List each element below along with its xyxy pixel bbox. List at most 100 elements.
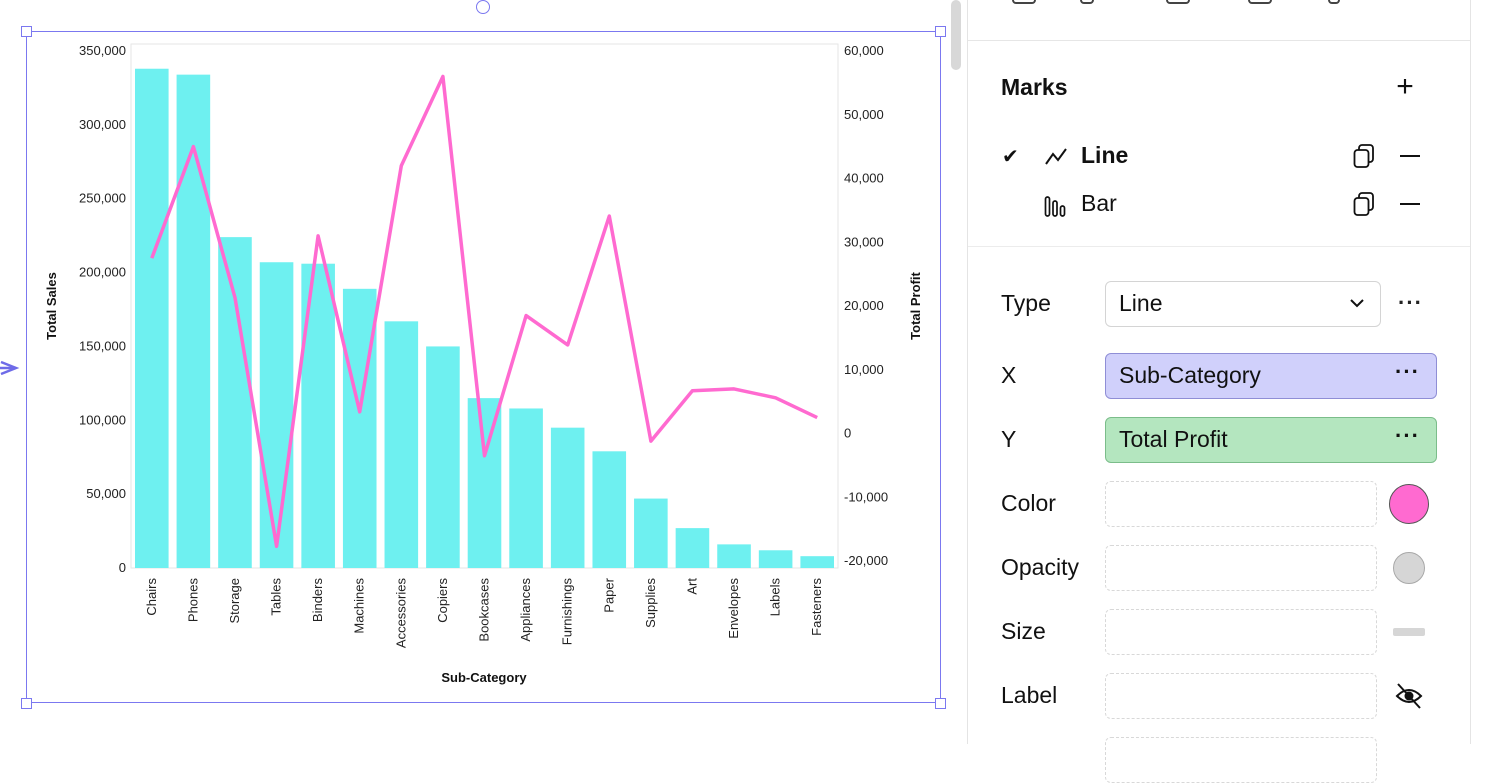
bar-phones [176, 74, 211, 569]
y-right-tick-label: 40,000 [844, 171, 884, 186]
type-value: Line [1119, 290, 1163, 316]
x-tick-label: Storage [227, 578, 242, 624]
chevron-down-icon [1350, 299, 1364, 308]
label-drop-field[interactable] [1105, 673, 1377, 719]
duplicate-icon[interactable] [1353, 192, 1375, 216]
scrollbar[interactable] [950, 0, 962, 744]
y-field-more-button[interactable]: ··· [1395, 423, 1420, 448]
opacity-label: Opacity [1001, 554, 1079, 580]
y-right-tick-label: 60,000 [844, 43, 884, 58]
x-tick-label: Phones [185, 578, 200, 623]
size-drop-field[interactable] [1105, 609, 1377, 655]
bar-accessories [384, 321, 419, 568]
panel-toolbar [968, 0, 1470, 41]
remove-mark-button[interactable] [1400, 203, 1420, 205]
y-right-tick-label: -10,000 [844, 489, 888, 504]
profit-line [150, 74, 818, 549]
opacity-drop-field[interactable] [1105, 545, 1377, 591]
x-tick-label: Supplies [643, 578, 658, 628]
x-tick-label: Art [684, 578, 699, 595]
toolbar-icon[interactable] [1012, 0, 1036, 4]
bar-copiers [426, 346, 460, 568]
y-right-tick-label: 30,000 [844, 234, 884, 249]
eye-off-icon[interactable] [1394, 681, 1424, 711]
chart-canvas[interactable]: 0 50,000 100,000 150,000 200,000 250,000 300,0… [0, 0, 966, 744]
bar-paper [592, 451, 627, 568]
remove-mark-button[interactable] [1400, 155, 1420, 157]
bar-envelopes [717, 544, 751, 568]
size-indicator[interactable] [1393, 628, 1425, 636]
opacity-swatch[interactable] [1393, 552, 1425, 584]
x-tick-label: Labels [768, 578, 783, 617]
scrollbar-thumb[interactable] [951, 0, 961, 70]
x-tick-label: Bookcases [477, 578, 492, 642]
y-left-tick-label: 50,000 [86, 486, 126, 501]
bar-furnishings [550, 427, 585, 568]
mark-label: Line [1081, 142, 1129, 168]
type-more-button[interactable]: ··· [1398, 290, 1423, 315]
y-right-tick-label: 10,000 [844, 362, 884, 377]
bar-fasteners [800, 556, 834, 568]
y-right-axis-title: Total Profit [908, 272, 923, 340]
resize-handle-top-right[interactable] [935, 26, 946, 37]
color-drop-field[interactable] [1105, 481, 1377, 527]
x-tick-label: Tables [269, 578, 284, 616]
y-right-tick-label: 0 [844, 426, 851, 441]
x-tick-label: Copiers [435, 578, 450, 623]
y-left-tick-label: 0 [119, 560, 126, 575]
size-label: Size [1001, 618, 1046, 644]
y-field-value: Total Profit [1119, 426, 1228, 452]
add-mark-button[interactable]: + [1396, 70, 1414, 103]
type-select[interactable]: Line [1105, 281, 1381, 327]
resize-handle-bottom-left[interactable] [21, 698, 32, 709]
label-label: Label [1001, 682, 1058, 708]
bar-art [675, 528, 710, 568]
toolbar-icon[interactable] [1166, 0, 1190, 4]
x-tick-label: Paper [601, 577, 616, 612]
x-tick-label: Accessories [393, 578, 408, 649]
x-tick-label: Envelopes [726, 578, 741, 639]
color-swatch[interactable] [1389, 484, 1429, 524]
selection-box[interactable] [26, 31, 941, 703]
bar-supplies [634, 498, 668, 568]
toolbar-icon[interactable] [1328, 0, 1340, 4]
bar-labels [758, 550, 793, 568]
mark-item-bar[interactable]: Bar [968, 186, 1470, 226]
x-tick-label: Furnishings [560, 578, 575, 646]
toolbar-icon[interactable] [1080, 0, 1094, 4]
check-icon: ✔ [1002, 146, 1019, 168]
type-label: Type [1001, 290, 1051, 316]
line-chart-icon [1045, 148, 1067, 165]
marks-title: Marks [1001, 74, 1068, 100]
resize-handle-bottom-right[interactable] [935, 698, 946, 709]
properties-panel: Marks + ✔ Line Bar Type Line [967, 0, 1471, 783]
y-right-tick-label: 50,000 [844, 107, 884, 122]
bar-chart-icon [1044, 196, 1066, 217]
chart: 0 50,000 100,000 150,000 200,000 250,000 300,0… [44, 43, 923, 685]
rotate-handle[interactable] [476, 0, 490, 14]
x-tick-label: Machines [352, 578, 367, 634]
x-label: X [1001, 362, 1017, 388]
toolbar-icon[interactable] [1248, 0, 1272, 4]
x-field-pill[interactable]: Sub-Category ··· [1105, 353, 1437, 399]
y-field-pill[interactable]: Total Profit ··· [1105, 417, 1437, 463]
y-right-tick-label: 20,000 [844, 298, 884, 313]
arrow-right-icon[interactable] [0, 357, 20, 379]
x-field-value: Sub-Category [1119, 362, 1261, 388]
x-tick-label: Chairs [144, 578, 159, 616]
mark-item-line[interactable]: ✔ Line [968, 138, 1470, 178]
x-tick-label: Fasteners [809, 578, 824, 636]
resize-handle-top-left[interactable] [21, 26, 32, 37]
y-left-tick-label: 300,000 [79, 117, 126, 132]
y-label: Y [1001, 426, 1017, 452]
bar-appliances [509, 408, 543, 568]
x-tick-label: Appliances [518, 578, 533, 642]
y-left-tick-label: 150,000 [79, 338, 126, 353]
x-field-more-button[interactable]: ··· [1395, 359, 1420, 384]
y-left-tick-label: 200,000 [79, 265, 126, 280]
divider [968, 246, 1470, 247]
bar-tables [259, 262, 294, 568]
duplicate-icon[interactable] [1353, 144, 1375, 168]
y-left-tick-label: 250,000 [79, 191, 126, 206]
y-left-tick-label: 100,000 [79, 412, 126, 427]
